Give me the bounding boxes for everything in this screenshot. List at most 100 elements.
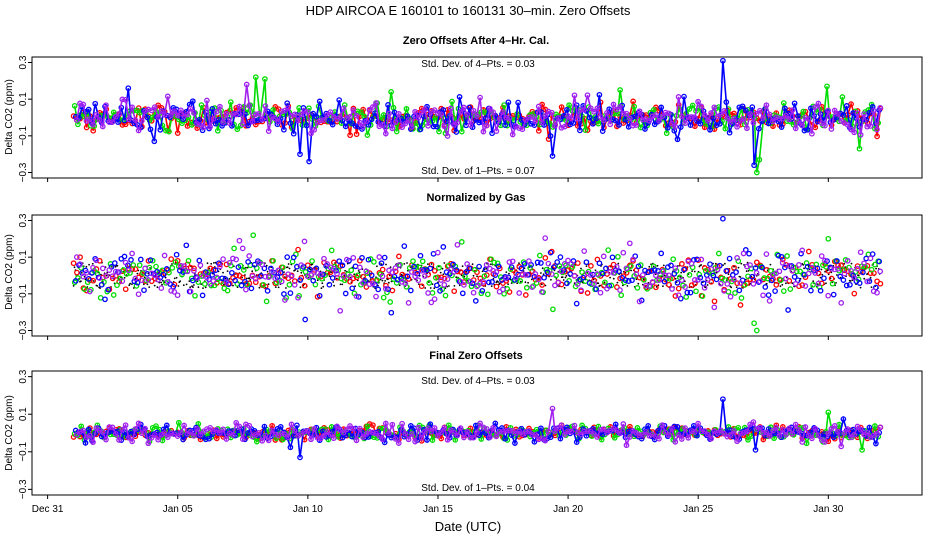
data-point xyxy=(785,307,791,313)
data-point xyxy=(656,277,662,284)
data-point xyxy=(382,130,389,137)
data-point xyxy=(740,115,747,122)
data-point xyxy=(682,284,688,290)
data-point xyxy=(672,439,679,445)
data-point xyxy=(236,103,243,110)
data-point xyxy=(430,123,437,130)
data-point xyxy=(379,266,386,273)
data-point xyxy=(417,252,424,259)
data-point xyxy=(147,126,154,133)
data-point xyxy=(284,100,291,107)
data-point xyxy=(753,110,760,117)
data-point xyxy=(765,120,772,127)
data-point xyxy=(291,282,298,288)
data-point xyxy=(317,117,324,124)
data-point xyxy=(509,258,516,265)
data-point xyxy=(872,423,878,429)
data-point xyxy=(609,254,616,261)
normalized-point xyxy=(73,266,76,269)
data-point xyxy=(142,265,148,272)
stat-1pt: Std. Dev. of 1–Pts. = 0.04 xyxy=(421,483,535,494)
data-point xyxy=(725,288,732,295)
data-point xyxy=(626,434,633,440)
data-point xyxy=(840,112,847,118)
data-point xyxy=(245,430,251,436)
data-point xyxy=(622,277,629,283)
data-point xyxy=(588,263,594,269)
data-point xyxy=(484,291,491,298)
data-point xyxy=(110,292,117,298)
data-point xyxy=(428,299,435,306)
normalized-point xyxy=(443,262,446,264)
data-point xyxy=(171,289,178,295)
data-point xyxy=(233,256,240,263)
data-point xyxy=(343,426,350,433)
data-point xyxy=(604,285,610,292)
data-point xyxy=(187,264,194,271)
data-point xyxy=(597,113,604,120)
data-point xyxy=(316,292,323,299)
normalized-point xyxy=(251,270,254,273)
normalized-point xyxy=(836,274,838,276)
data-point xyxy=(753,327,760,334)
data-point xyxy=(542,235,549,241)
data-point xyxy=(670,256,677,263)
data-point xyxy=(263,298,270,305)
data-point xyxy=(109,119,116,125)
data-point xyxy=(815,100,822,107)
data-point xyxy=(236,237,243,244)
data-point xyxy=(135,291,142,298)
data-point xyxy=(457,108,464,115)
data-point xyxy=(402,430,409,437)
data-point xyxy=(539,282,545,288)
plot-area xyxy=(70,396,884,461)
data-point xyxy=(600,253,607,260)
data-point xyxy=(310,110,317,117)
data-point xyxy=(636,108,643,115)
data-point xyxy=(747,111,753,117)
data-point xyxy=(155,114,161,120)
normalized-point xyxy=(740,262,743,265)
data-point xyxy=(864,429,871,436)
data-point xyxy=(399,124,405,131)
data-point xyxy=(306,158,312,165)
data-point xyxy=(736,287,743,294)
data-point xyxy=(137,256,144,263)
normalized-point xyxy=(320,287,323,290)
series-purple xyxy=(73,235,884,314)
data-point xyxy=(103,273,109,279)
data-point xyxy=(262,76,268,82)
data-point xyxy=(643,429,649,435)
data-point xyxy=(726,255,733,262)
normalized-point xyxy=(875,267,877,270)
data-point xyxy=(412,438,418,445)
data-point xyxy=(786,262,793,269)
normalized-point xyxy=(353,273,356,276)
normalized-point xyxy=(476,275,478,278)
data-point xyxy=(94,422,101,429)
data-point xyxy=(168,430,174,437)
normalized-point xyxy=(429,287,432,289)
data-point xyxy=(531,438,538,445)
data-point xyxy=(757,278,763,285)
data-point xyxy=(363,118,370,125)
data-point xyxy=(652,272,659,279)
data-point xyxy=(704,118,711,124)
data-point xyxy=(741,282,748,288)
data-point xyxy=(428,428,435,435)
data-point xyxy=(857,131,864,138)
data-point xyxy=(324,261,331,267)
y-axis: 0.3 0.1 −0.1 −0.3 xyxy=(18,55,32,182)
data-point xyxy=(610,270,617,276)
data-point xyxy=(300,105,307,111)
normalized-point xyxy=(387,281,390,284)
data-point xyxy=(356,425,363,432)
data-point xyxy=(571,92,578,99)
data-point xyxy=(270,257,276,264)
normalized-point xyxy=(200,283,203,285)
normalized-point xyxy=(433,287,436,290)
data-point xyxy=(658,250,665,257)
data-point xyxy=(768,277,775,284)
data-point xyxy=(825,292,832,299)
data-point xyxy=(643,282,649,289)
